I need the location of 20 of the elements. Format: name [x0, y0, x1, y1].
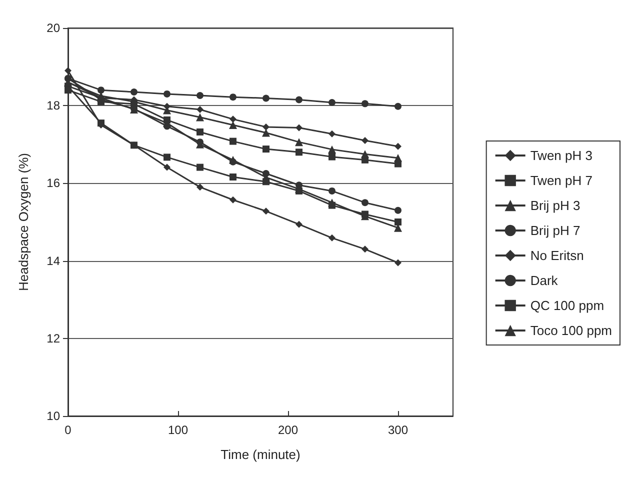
x-tick-label: 100 [168, 423, 188, 437]
legend-label: Brij pH 3 [530, 198, 580, 213]
legend-label: Toco 100 ppm [530, 323, 612, 338]
legend-label: Dark [530, 273, 558, 288]
y-tick-label: 10 [46, 409, 60, 423]
legend-label: Brij pH 7 [530, 223, 580, 238]
y-tick-label: 18 [46, 98, 60, 113]
legend-label: No Eritsn [530, 248, 584, 263]
y-axis-title: Headspace Oxygen (%) [16, 152, 31, 292]
legend-label: Twen pH 3 [530, 148, 592, 163]
y-tick-label: 12 [46, 331, 60, 346]
legend-label: QC 100 ppm [530, 298, 604, 313]
y-tick-label: 14 [46, 254, 60, 268]
x-axis-title: Time (minute) [220, 447, 300, 462]
x-tick-label: 0 [64, 423, 72, 437]
y-tick-label: 20 [46, 21, 60, 35]
x-tick-label: 200 [278, 423, 298, 437]
y-tick-label: 16 [46, 176, 60, 190]
x-tick-label: 300 [388, 423, 408, 437]
legend-label: Twen pH 7 [530, 173, 592, 188]
